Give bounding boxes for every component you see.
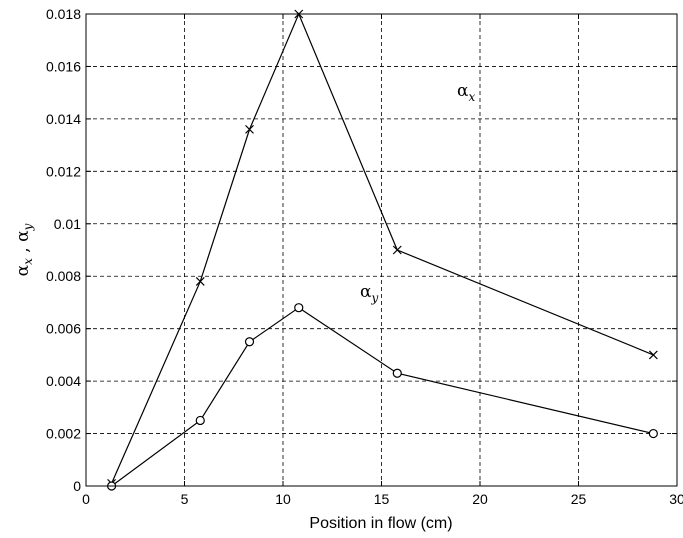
series-label-alpha-y: αy: [360, 282, 378, 305]
plot-frame: [85, 13, 678, 487]
data-point-circle-marker: [195, 415, 205, 426]
y-axis-title: αx , αy: [13, 223, 35, 276]
y-tick-label: 0.006: [46, 321, 81, 337]
x-tick-label: 0: [82, 491, 90, 507]
y-tick-label: 0.016: [46, 58, 81, 74]
data-point-circle-marker: [648, 428, 658, 439]
y-tick-label: 0.01: [54, 216, 81, 232]
x-tick-label: 25: [571, 491, 587, 507]
y-tick-label: 0.012: [46, 163, 81, 179]
x-tick-label: 5: [181, 491, 189, 507]
series-line-alpha-x: [111, 12, 654, 484]
x-tick-label: 15: [374, 491, 390, 507]
series-group: [107, 9, 658, 491]
x-axis-title: Position in flow (cm): [309, 515, 452, 532]
y-tick-label: 0.008: [46, 268, 81, 284]
y-tick-label: 0.018: [46, 6, 81, 22]
y-tick-label: 0.002: [46, 426, 81, 442]
data-point-circle-marker: [294, 303, 304, 313]
grid-lines: [86, 14, 677, 486]
x-tick-label: 30: [669, 491, 683, 507]
data-point-circle-marker: [244, 337, 255, 347]
data-point-x-marker: [245, 124, 254, 134]
y-tick-label: 0.004: [46, 373, 81, 389]
data-point-x-marker: [195, 277, 205, 286]
series-line-alpha-y: [111, 306, 654, 487]
y-tick-label: 0.014: [46, 111, 81, 127]
x-tick-label: 20: [472, 491, 488, 507]
data-point-x-marker: [648, 350, 658, 360]
y-tick-label: 0: [73, 478, 81, 494]
series-label-alpha-x: αx: [457, 81, 475, 104]
x-tick-label: 10: [275, 491, 291, 507]
data-point-circle-marker: [392, 368, 402, 378]
axis-ticks: 0 5 10 15 20 25 30 0 0.002 0.004 0.006 0.008 0.01 0.0…: [46, 6, 683, 507]
data-point-x-marker: [392, 245, 402, 255]
